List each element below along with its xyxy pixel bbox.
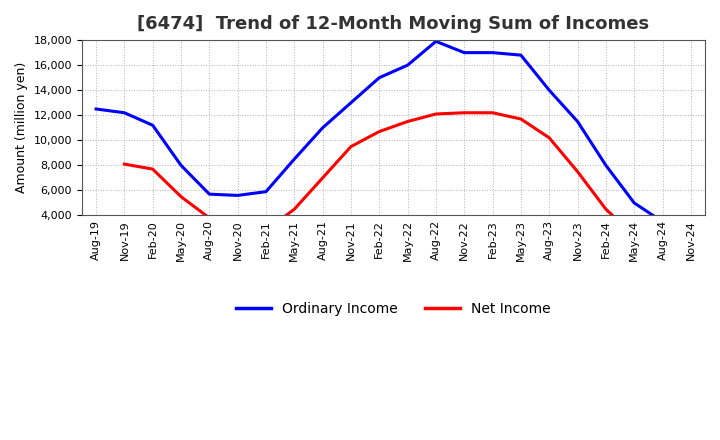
Ordinary Income <box>148 123 157 128</box>
Ordinary Income <box>601 163 610 168</box>
Ordinary Income <box>261 189 270 194</box>
Ordinary Income <box>290 157 299 162</box>
Net Income <box>545 135 554 140</box>
Net Income <box>233 229 242 235</box>
Net Income <box>658 229 667 235</box>
Net Income <box>488 110 497 115</box>
Ordinary Income <box>91 106 100 112</box>
Ordinary Income <box>516 52 525 58</box>
Net Income <box>290 206 299 212</box>
Net Income <box>261 228 270 233</box>
Ordinary Income <box>630 200 639 205</box>
Ordinary Income <box>686 218 695 223</box>
Net Income <box>148 166 157 172</box>
Ordinary Income <box>233 193 242 198</box>
Ordinary Income <box>375 75 384 81</box>
Legend: Ordinary Income, Net Income: Ordinary Income, Net Income <box>230 296 557 321</box>
Net Income <box>516 116 525 121</box>
Title: [6474]  Trend of 12-Month Moving Sum of Incomes: [6474] Trend of 12-Month Moving Sum of I… <box>138 15 649 33</box>
Ordinary Income <box>318 125 327 130</box>
Net Income <box>318 175 327 180</box>
Net Income <box>176 194 185 199</box>
Ordinary Income <box>573 119 582 124</box>
Ordinary Income <box>545 88 554 93</box>
Ordinary Income <box>431 39 440 44</box>
Ordinary Income <box>346 100 355 105</box>
Net Income <box>601 206 610 212</box>
Ordinary Income <box>205 191 214 197</box>
Ordinary Income <box>488 50 497 55</box>
Line: Net Income: Net Income <box>125 113 662 235</box>
Net Income <box>346 144 355 149</box>
Net Income <box>460 110 469 115</box>
Ordinary Income <box>403 62 412 68</box>
Net Income <box>431 111 440 117</box>
Ordinary Income <box>176 163 185 168</box>
Net Income <box>630 233 639 238</box>
Ordinary Income <box>120 110 129 115</box>
Y-axis label: Amount (million yen): Amount (million yen) <box>15 62 28 194</box>
Net Income <box>205 215 214 220</box>
Net Income <box>573 169 582 174</box>
Ordinary Income <box>460 50 469 55</box>
Net Income <box>375 129 384 134</box>
Line: Ordinary Income: Ordinary Income <box>96 41 690 222</box>
Net Income <box>403 119 412 124</box>
Net Income <box>120 161 129 167</box>
Ordinary Income <box>658 219 667 224</box>
